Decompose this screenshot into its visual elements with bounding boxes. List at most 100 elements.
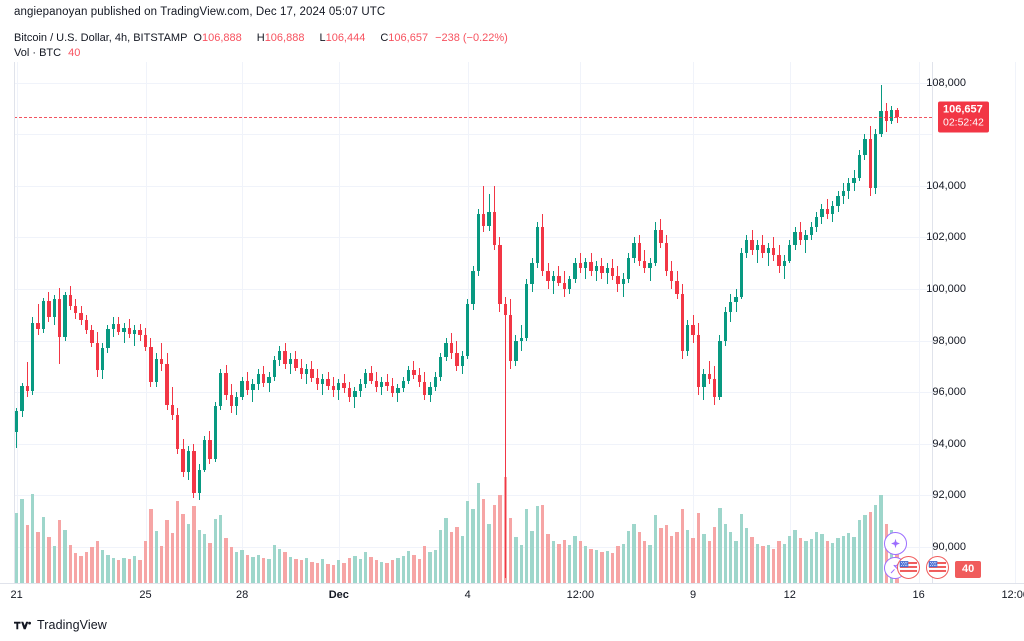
plot-left-border bbox=[14, 62, 15, 583]
candle-body bbox=[412, 370, 416, 376]
legend-symbol[interactable]: Bitcoin / U.S. Dollar, 4h, BITSTAMP bbox=[14, 32, 188, 44]
time-axis[interactable]: 21 25 28 Dec 4 12:00 9 12 16 12:00 bbox=[0, 583, 1024, 611]
grid-line-vertical bbox=[790, 62, 791, 583]
grid-line-vertical bbox=[339, 62, 340, 583]
candle-body bbox=[712, 379, 717, 398]
candle-body bbox=[133, 330, 137, 335]
volume-bar bbox=[369, 556, 373, 583]
candle-body bbox=[165, 363, 169, 406]
volume-bar bbox=[337, 560, 341, 583]
volume-bar bbox=[718, 508, 722, 583]
candle-body bbox=[138, 330, 142, 336]
volume-bar bbox=[831, 542, 835, 583]
volume-bar bbox=[884, 523, 889, 583]
candle-body bbox=[439, 357, 443, 377]
price-tick-label: 102,000 bbox=[926, 231, 966, 244]
candle-wick bbox=[504, 296, 506, 578]
volume-bar bbox=[224, 537, 228, 583]
candle-body bbox=[562, 282, 566, 289]
volume-bar bbox=[25, 524, 30, 583]
volume-badge-value: 40 bbox=[962, 563, 975, 575]
candle-body bbox=[868, 139, 872, 189]
candle-body bbox=[208, 439, 212, 460]
volume-value-badge[interactable]: 40 bbox=[955, 561, 982, 578]
candle-body bbox=[181, 448, 185, 473]
candle-body bbox=[584, 261, 588, 269]
time-tick-label: 21 bbox=[10, 589, 23, 601]
candle-body bbox=[159, 358, 164, 364]
candle-body bbox=[857, 154, 862, 179]
volume-bar bbox=[535, 505, 540, 583]
candle-body bbox=[444, 343, 448, 358]
grid-line-vertical bbox=[17, 62, 18, 583]
current-price-badge[interactable]: 106,657 02:52:42 bbox=[938, 101, 989, 133]
volume-bar bbox=[288, 556, 293, 583]
volume-bar bbox=[111, 558, 115, 583]
price-axis[interactable]: 108,000 104,000 102,000 100,000 98,000 96,000… bbox=[926, 62, 1024, 583]
candle-body bbox=[723, 312, 727, 341]
candle-body bbox=[492, 211, 497, 246]
volume-bar bbox=[680, 509, 685, 583]
candle-wick bbox=[338, 379, 340, 400]
sparkle-icon-button[interactable] bbox=[884, 532, 907, 555]
price-tick-mark bbox=[932, 236, 938, 238]
volume-bar bbox=[181, 514, 185, 583]
volume-bar bbox=[847, 533, 851, 583]
candle-body bbox=[766, 247, 770, 253]
attribution-text: angiepanoyan published on TradingView.co… bbox=[14, 6, 386, 18]
grid-line-horizontal bbox=[14, 443, 932, 445]
candle-body bbox=[299, 367, 303, 375]
tradingview-wordmark: TradingView bbox=[37, 618, 107, 632]
candle-body bbox=[734, 296, 738, 302]
candle-body bbox=[25, 385, 30, 391]
candle-body bbox=[514, 340, 518, 362]
volume-bar bbox=[176, 500, 180, 583]
candle-body bbox=[804, 234, 808, 240]
candle-body bbox=[347, 388, 352, 398]
candle-body bbox=[111, 323, 115, 329]
volume-bar bbox=[278, 548, 282, 583]
candle-body bbox=[632, 242, 636, 258]
volume-bar bbox=[745, 528, 749, 583]
us-flag-event-icon-button-1[interactable] bbox=[897, 556, 920, 579]
volume-bar bbox=[406, 550, 411, 583]
candle-body bbox=[460, 356, 464, 367]
footer-branding: TradingView bbox=[14, 618, 107, 632]
candle-wick bbox=[880, 85, 882, 137]
candle-body bbox=[557, 276, 561, 283]
candle-body bbox=[847, 183, 851, 191]
time-tick-label: 4 bbox=[464, 589, 471, 601]
volume-bar bbox=[643, 541, 647, 583]
volume-bar bbox=[170, 533, 175, 583]
volume-bar bbox=[782, 543, 787, 583]
candle-body bbox=[680, 294, 685, 351]
candle-body bbox=[235, 397, 239, 407]
volume-bar bbox=[600, 552, 604, 583]
volume-bar bbox=[664, 524, 668, 583]
price-plot-area[interactable] bbox=[14, 62, 1016, 583]
legend-volume-label[interactable]: Vol · BTC bbox=[14, 47, 62, 59]
candle-body bbox=[423, 381, 427, 395]
price-tick-label: 92,000 bbox=[932, 489, 966, 502]
candle-body bbox=[798, 232, 803, 240]
candle-body bbox=[310, 368, 314, 378]
volume-bar bbox=[165, 520, 169, 583]
candle-wick bbox=[134, 325, 136, 346]
volume-bar bbox=[691, 537, 695, 583]
candle-body bbox=[879, 111, 883, 135]
volume-bar bbox=[186, 523, 191, 583]
candle-body bbox=[750, 239, 754, 251]
candle-wick bbox=[354, 386, 356, 408]
candle-body bbox=[648, 263, 652, 269]
us-flag-event-icon-button-2[interactable] bbox=[926, 556, 949, 579]
volume-bar bbox=[589, 548, 593, 583]
volume-bar bbox=[729, 531, 733, 583]
candle-body bbox=[852, 178, 856, 184]
volume-bar bbox=[261, 558, 266, 583]
candle-body bbox=[718, 340, 722, 398]
volume-bar bbox=[342, 562, 346, 583]
candle-body bbox=[659, 229, 663, 243]
volume-bar bbox=[696, 512, 701, 583]
candle-body bbox=[503, 304, 507, 315]
